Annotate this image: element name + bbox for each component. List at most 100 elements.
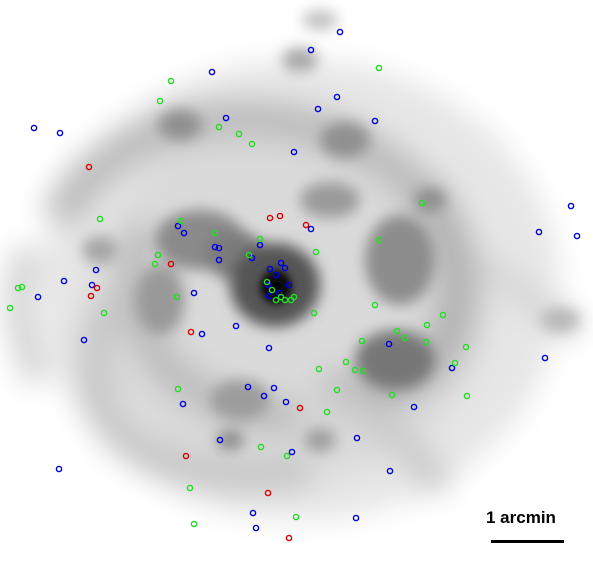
green-source-marker <box>272 296 280 304</box>
blue-source-marker <box>307 46 315 54</box>
blue-source-marker <box>55 465 63 473</box>
blue-source-marker <box>208 68 216 76</box>
blue-source-marker <box>448 364 456 372</box>
red-source-marker <box>302 221 310 229</box>
blue-source-marker <box>174 222 182 230</box>
green-source-marker <box>463 392 471 400</box>
red-source-marker <box>93 284 101 292</box>
emission-knots <box>82 10 580 452</box>
blue-source-marker <box>249 509 257 517</box>
green-source-marker <box>167 77 175 85</box>
blue-source-marker <box>282 398 290 406</box>
blue-source-marker <box>180 229 188 237</box>
blue-source-marker <box>288 448 296 456</box>
scale-bar <box>491 540 564 543</box>
green-source-marker <box>401 334 409 342</box>
red-source-marker <box>285 534 293 542</box>
blue-source-marker <box>34 293 42 301</box>
blue-source-marker <box>285 281 293 289</box>
scale-bar-label: 1 arcmin <box>486 508 556 527</box>
green-source-marker <box>245 251 253 259</box>
red-source-marker <box>87 292 95 300</box>
green-source-marker <box>312 248 320 256</box>
source-markers <box>6 28 581 542</box>
green-source-marker <box>248 140 256 148</box>
green-source-marker <box>215 123 223 131</box>
blue-source-marker <box>252 524 260 532</box>
green-source-marker <box>451 359 459 367</box>
green-source-marker <box>290 293 298 301</box>
green-source-marker <box>393 327 401 335</box>
blue-source-marker <box>410 403 418 411</box>
green-source-marker <box>277 293 285 301</box>
green-source-marker <box>177 217 185 225</box>
blue-source-marker <box>266 265 274 273</box>
blue-source-marker <box>290 148 298 156</box>
blue-source-marker <box>265 292 273 300</box>
blue-source-marker <box>260 392 268 400</box>
blue-source-marker <box>92 266 100 274</box>
blue-source-marker <box>371 117 379 125</box>
green-source-marker <box>263 278 271 286</box>
blue-source-marker <box>265 344 273 352</box>
green-source-marker <box>256 235 264 243</box>
red-source-marker <box>264 489 272 497</box>
red-source-marker <box>167 260 175 268</box>
green-source-marker <box>100 309 108 317</box>
green-source-marker <box>315 365 323 373</box>
green-source-marker <box>96 215 104 223</box>
blue-source-marker <box>222 114 230 122</box>
green-source-marker <box>423 321 431 329</box>
blue-source-marker <box>215 244 223 252</box>
green-source-marker <box>462 343 470 351</box>
green-source-marker <box>439 311 447 319</box>
blue-source-marker <box>80 336 88 344</box>
green-source-marker <box>375 64 383 72</box>
green-source-marker <box>6 304 14 312</box>
green-source-marker <box>14 284 22 292</box>
blue-source-marker <box>352 514 360 522</box>
red-source-marker <box>182 452 190 460</box>
blue-source-marker <box>216 436 224 444</box>
blue-source-marker <box>232 322 240 330</box>
galaxy-nucleus <box>230 243 320 327</box>
green-source-marker <box>422 338 430 346</box>
green-source-marker <box>257 443 265 451</box>
blue-source-marker <box>307 225 315 233</box>
red-source-marker <box>266 214 274 222</box>
green-source-marker <box>283 452 291 460</box>
red-source-marker <box>276 212 284 220</box>
blue-source-marker <box>333 93 341 101</box>
green-source-marker <box>281 296 289 304</box>
blue-source-marker <box>256 241 264 249</box>
green-source-marker <box>342 358 350 366</box>
blue-source-marker <box>573 232 581 240</box>
green-source-marker <box>292 513 300 521</box>
green-source-marker <box>358 337 366 345</box>
green-source-marker <box>186 484 194 492</box>
green-source-marker <box>333 386 341 394</box>
blue-source-marker <box>567 202 575 210</box>
blue-source-marker <box>215 256 223 264</box>
green-source-marker <box>310 309 318 317</box>
blue-source-marker <box>535 228 543 236</box>
red-source-marker <box>85 163 93 171</box>
green-source-marker <box>211 229 219 237</box>
blue-source-marker <box>541 354 549 362</box>
green-source-marker <box>235 130 243 138</box>
green-source-marker <box>375 236 383 244</box>
green-source-marker <box>371 301 379 309</box>
blue-source-marker <box>264 281 272 289</box>
blue-source-marker <box>272 271 280 279</box>
green-source-marker <box>268 286 276 294</box>
blue-source-marker <box>56 129 64 137</box>
green-source-marker <box>151 260 159 268</box>
blue-source-marker <box>386 467 394 475</box>
blue-source-marker <box>336 28 344 36</box>
blue-source-marker <box>60 277 68 285</box>
green-source-marker <box>323 408 331 416</box>
blue-source-marker <box>190 289 198 297</box>
blue-source-marker <box>314 105 322 113</box>
blue-source-marker <box>30 124 38 132</box>
